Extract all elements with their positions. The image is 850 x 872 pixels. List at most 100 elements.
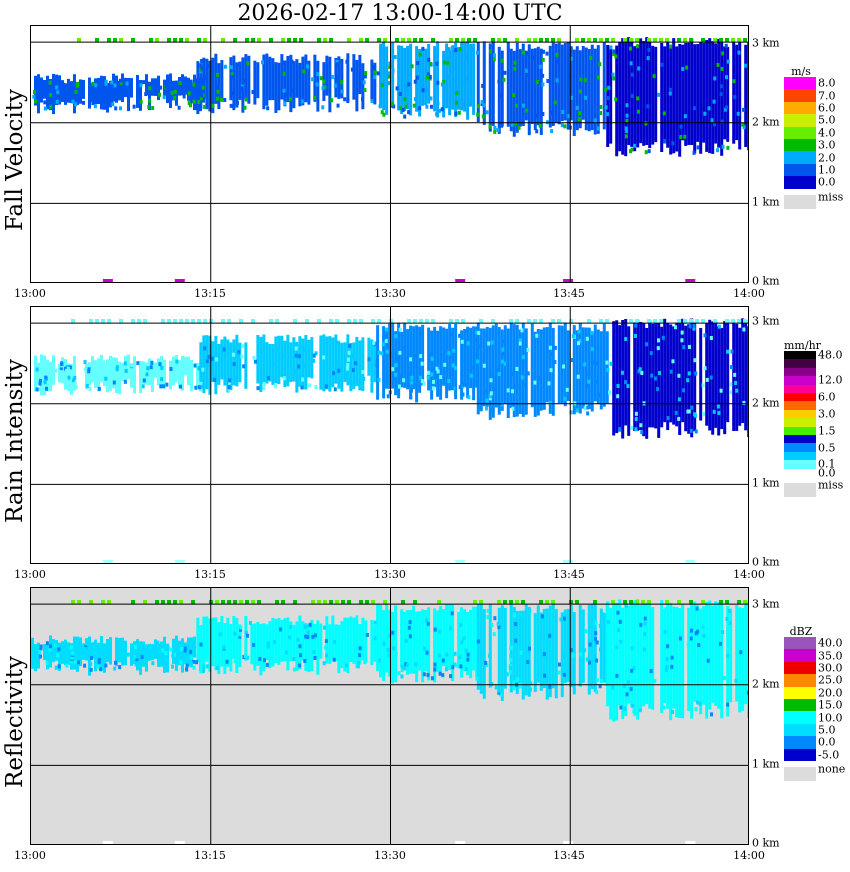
echo-pixel <box>463 54 467 59</box>
echo-column <box>476 42 480 123</box>
echo-column <box>124 640 127 666</box>
noise-pixel <box>575 600 579 604</box>
echo-column <box>479 328 483 412</box>
noise-pixel <box>377 319 381 323</box>
echo-pixel <box>426 72 430 77</box>
echo-pixel <box>238 632 242 637</box>
noise-pixel <box>293 600 297 604</box>
echo-pixel <box>719 84 723 89</box>
echo-column <box>373 625 377 662</box>
echo-column <box>313 54 317 102</box>
echo-pixel <box>637 66 641 71</box>
noise-pixel <box>551 319 555 323</box>
echo-column <box>73 74 76 114</box>
echo-pixel <box>203 346 207 351</box>
echo-pixel <box>418 106 422 111</box>
noise-pixel <box>587 38 591 42</box>
echo-pixel <box>166 645 170 650</box>
echo-pixel <box>487 341 491 346</box>
echo-pixel <box>650 373 654 378</box>
echo-pixel <box>113 86 117 91</box>
echo-column <box>714 601 718 706</box>
echo-column <box>472 606 476 671</box>
echo-pixel <box>298 663 302 668</box>
echo-pixel <box>345 663 349 668</box>
echo-pixel <box>400 664 404 669</box>
noise-pixel <box>419 319 423 323</box>
echo-pixel <box>720 119 724 124</box>
echo-column <box>738 607 742 713</box>
echo-pixel <box>413 353 417 358</box>
echo-column <box>672 38 676 154</box>
echo-pixel <box>432 379 436 384</box>
echo-pixel <box>692 106 696 111</box>
echo-pixel <box>465 329 469 334</box>
rain-intensity-plot <box>30 306 749 564</box>
echo-column <box>633 46 637 152</box>
echo-pixel <box>680 614 684 619</box>
noise-pixel <box>155 600 159 604</box>
echo-pixel <box>222 645 226 650</box>
echo-pixel <box>583 648 587 653</box>
noise-pixel <box>161 600 165 604</box>
legend-swatch <box>784 163 816 177</box>
echo-column <box>681 318 685 423</box>
echo-pixel <box>429 96 433 101</box>
echo-pixel <box>612 76 616 81</box>
noise-pixel <box>155 38 159 42</box>
echo-pixel <box>634 411 638 416</box>
echo-pixel <box>407 110 411 115</box>
echo-pixel <box>55 85 59 90</box>
echo-column <box>385 329 389 389</box>
legend-swatch <box>784 711 816 725</box>
echo-pixel <box>244 630 248 635</box>
echo-column <box>64 639 67 666</box>
echo-column <box>729 608 733 703</box>
echo-pixel <box>388 71 392 76</box>
surface-pixel <box>455 841 466 844</box>
legend-label: 12.0 <box>818 373 843 387</box>
echo-pixel <box>372 340 376 345</box>
echo-column <box>503 607 507 689</box>
echo-column <box>654 46 658 143</box>
echo-pixel <box>484 406 488 411</box>
echo-column <box>115 357 118 394</box>
echo-column <box>563 322 567 407</box>
echo-column <box>121 362 124 382</box>
echo-pixel <box>723 107 727 112</box>
echo-column <box>109 355 112 391</box>
echo-column <box>373 62 377 105</box>
echo-pixel <box>70 655 74 660</box>
echo-pixel <box>703 333 707 338</box>
echo-pixel <box>519 650 523 655</box>
echo-pixel <box>367 357 371 362</box>
echo-pixel <box>35 387 39 392</box>
echo-pixel <box>609 45 613 50</box>
echo-pixel <box>73 660 77 665</box>
echo-column <box>702 606 706 705</box>
echo-pixel <box>386 648 390 653</box>
echo-pixel <box>242 364 246 369</box>
echo-column <box>58 363 61 383</box>
echo-column <box>118 361 121 395</box>
echo-column <box>271 58 275 101</box>
echo-column <box>621 319 625 439</box>
echo-pixel <box>548 345 552 350</box>
noise-pixel <box>281 600 285 604</box>
echo-pixel <box>336 624 340 629</box>
echo-column <box>394 605 398 683</box>
legend-label: 1.0 <box>818 163 836 177</box>
echo-pixel <box>172 652 176 657</box>
echo-pixel <box>476 104 480 109</box>
echo-pixel <box>332 371 336 376</box>
echo-column <box>512 324 516 418</box>
echo-column <box>355 615 359 669</box>
echo-column <box>376 604 380 672</box>
echo-pixel <box>476 370 480 375</box>
echo-pixel <box>459 664 463 669</box>
echo-pixel <box>514 121 518 126</box>
echo-pixel <box>555 78 559 83</box>
echo-pixel <box>334 77 338 82</box>
echo-pixel <box>373 70 377 75</box>
echo-column <box>244 342 248 389</box>
